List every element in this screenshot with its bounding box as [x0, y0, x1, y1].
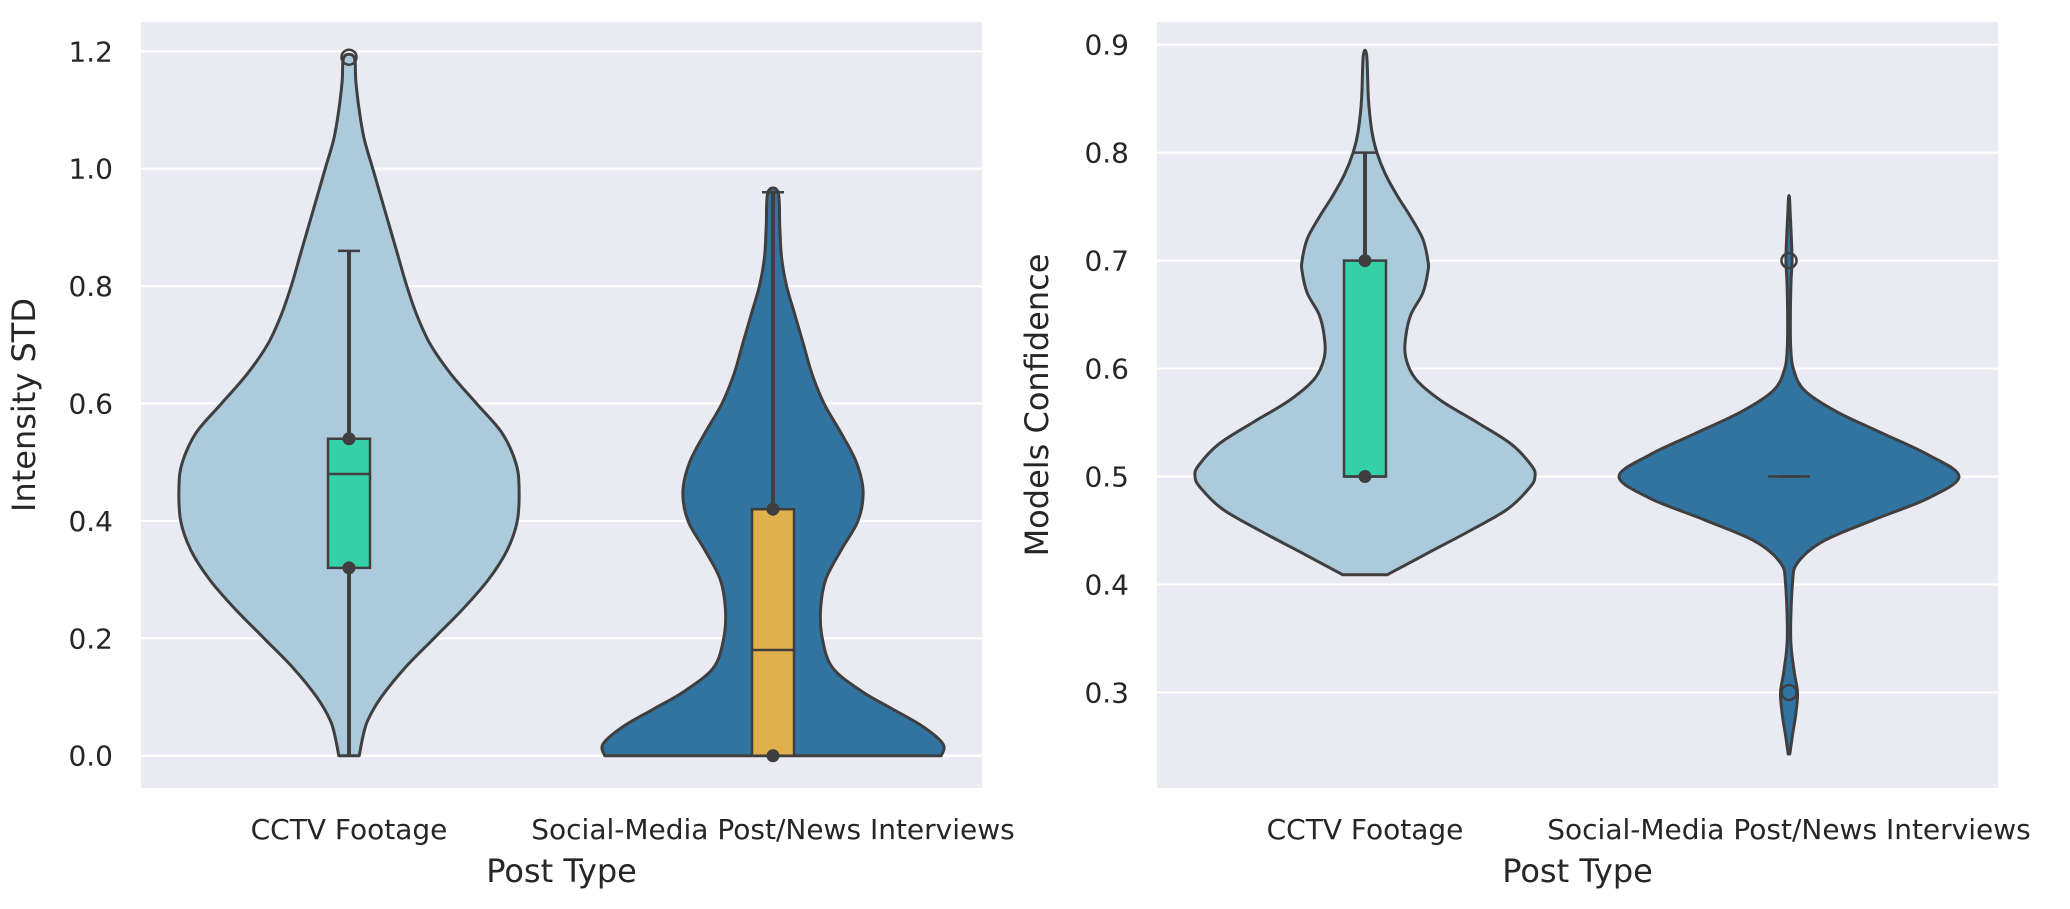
y-tick-label: 0.2 [68, 622, 113, 655]
box-point [766, 502, 780, 516]
y-tick-label: 0.9 [1084, 29, 1129, 62]
x-axis-label: Post Type [486, 852, 637, 890]
box-point [342, 432, 356, 446]
y-tick-label: 0.3 [1084, 676, 1129, 709]
outlier-point [1780, 683, 1798, 702]
y-tick-label: 0.0 [68, 740, 113, 773]
x-axis-label: Post Type [1502, 852, 1653, 890]
box-point [1358, 254, 1372, 268]
violin-body [1617, 194, 1961, 756]
y-axis-label: Models Confidence [1018, 254, 1056, 557]
x-tick-label: CCTV Footage [251, 813, 448, 846]
y-tick-label: 0.8 [1084, 137, 1129, 170]
box-point [1358, 470, 1372, 484]
x-tick-label: CCTV Footage [1267, 813, 1464, 846]
y-tick-label: 0.6 [1084, 353, 1129, 386]
y-tick-label: 0.7 [1084, 245, 1129, 278]
y-tick-label: 0.5 [1084, 461, 1129, 494]
iqr-box [750, 507, 796, 757]
box-point [342, 561, 356, 575]
x-tick-label: Social-Media Post/News Interviews [1547, 813, 2030, 846]
x-tick-label: Social-Media Post/News Interviews [531, 813, 1014, 846]
y-tick-label: 0.4 [68, 505, 113, 538]
y-tick-label: 0.8 [68, 270, 113, 303]
box-point [766, 749, 780, 763]
y-tick-label: 0.4 [1084, 568, 1129, 601]
y-tick-label: 1.2 [68, 35, 113, 68]
outlier-point [340, 48, 358, 66]
y-tick-label: 0.6 [68, 388, 113, 421]
panel-intensity-std: 0.0 0.2 0.4 0.6 0.8 1.0 1.2 CCTV Footage Social-… [5, 22, 1015, 890]
iqr-box [1342, 259, 1388, 478]
y-tick-label: 1.0 [68, 153, 113, 186]
iqr-box [326, 437, 372, 570]
outlier-point [1780, 251, 1798, 270]
panel-models-confidence: 0.3 0.4 0.5 0.6 0.7 0.8 0.9 CCTV Footage Social-… [1018, 22, 2031, 890]
y-axis-label: Intensity STD [5, 298, 43, 512]
